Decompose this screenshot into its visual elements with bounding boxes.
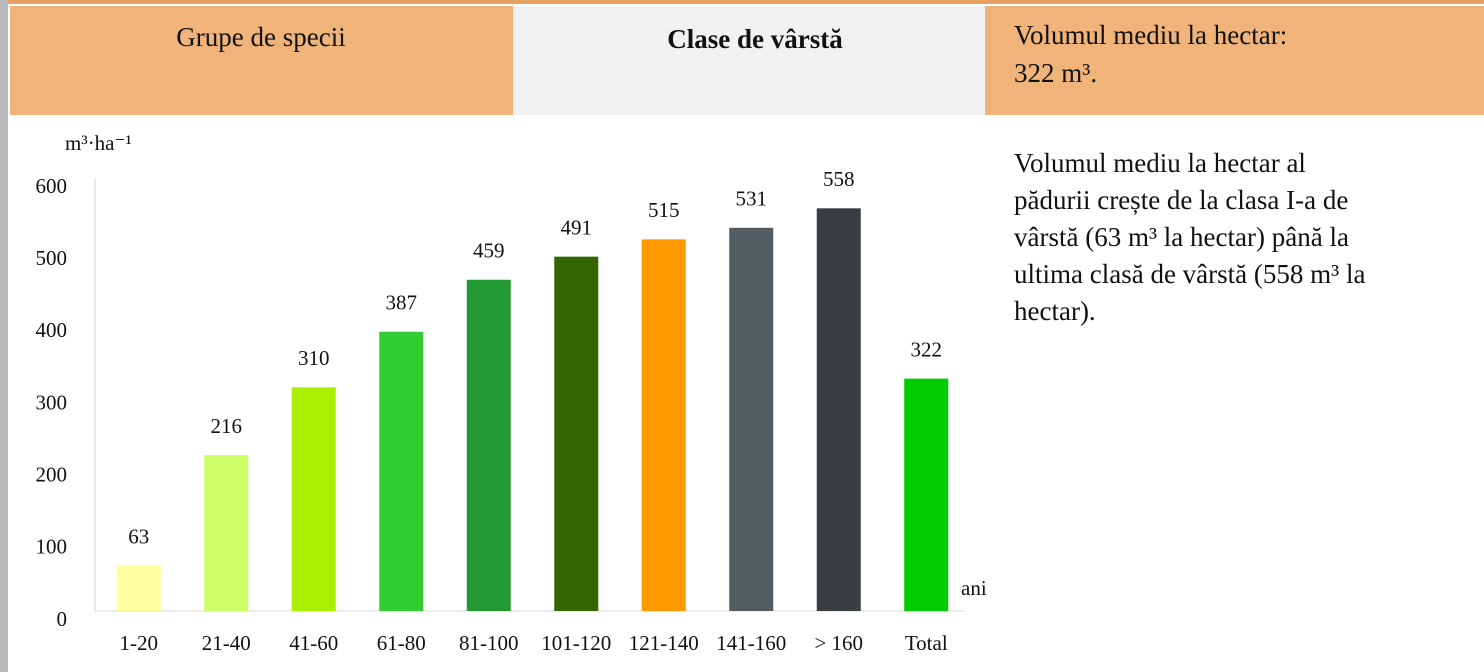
value-label: 310 [298,346,330,370]
x-tick-label: 81-100 [459,631,519,655]
bar [291,387,336,611]
bar [904,378,949,611]
y-tick-label: 500 [36,246,68,270]
bar [729,227,774,612]
paragraph-line: vârstă (63 m³ la hectar) până la [1014,222,1349,252]
header-text: Clase de vârstă [667,24,843,54]
x-tick-label: 61-80 [377,631,426,655]
value-label: 491 [561,215,593,239]
x-tick-label: Total [905,631,948,655]
bar [116,565,161,611]
value-label: 216 [211,414,243,438]
paragraph-line: ultima clasă de vârstă (558 m³ la [1014,259,1365,289]
x-tick-label: > 160 [814,631,863,655]
header-cell [985,6,1484,115]
paragraph-line: pădurii crește de la clasa I-a de [1014,185,1348,215]
value-label: 558 [823,167,855,191]
bar [641,239,686,611]
y-tick-label: 600 [36,174,68,198]
y-tick-label: 0 [57,607,68,631]
header-text: Volumul mediu la hectar: [1014,20,1287,50]
header-cell [10,6,513,115]
x-tick-label: 41-60 [289,631,338,655]
bar [204,455,249,611]
paragraph-line: Volumul mediu la hectar al [1014,148,1306,178]
x-axis-label: ani [961,576,987,600]
bar [466,279,511,611]
value-label: 531 [736,187,768,211]
header-text: Grupe de specii [176,22,345,52]
top-border [0,0,1484,4]
x-tick-label: 21-40 [202,631,251,655]
y-tick-label: 100 [36,535,68,559]
header-text: 322 m³. [1014,58,1097,88]
paragraph-line: hectar). [1014,296,1096,326]
left-border [0,0,8,672]
value-label: 515 [648,198,680,222]
x-tick-label: 121-140 [629,631,699,655]
bar [379,331,424,611]
y-axis-label: m³·ha⁻¹ [65,131,132,155]
x-tick-label: 101-120 [541,631,611,655]
x-tick-label: 1-20 [120,631,159,655]
y-tick-label: 300 [36,390,68,414]
y-tick-label: 400 [36,318,68,342]
x-tick-label: 141-160 [716,631,786,655]
value-label: 387 [386,291,418,315]
y-tick-label: 200 [36,462,68,486]
value-label: 63 [128,524,149,548]
header-cell [513,6,985,115]
value-label: 322 [911,337,943,361]
value-label: 459 [473,239,505,263]
bar [816,208,861,611]
bar [554,256,599,611]
